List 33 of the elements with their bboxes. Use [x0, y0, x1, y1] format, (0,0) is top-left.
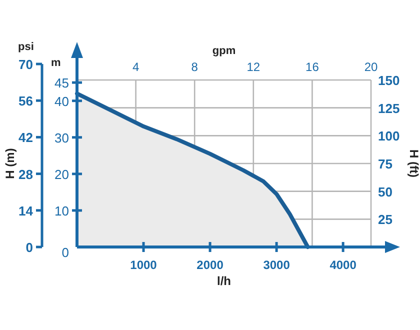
x-tick-label: 4000: [330, 258, 357, 272]
y2-tick-label: 100: [378, 128, 400, 144]
x2-tick-label: 12: [246, 60, 260, 74]
y-axis-title: H (m): [3, 148, 17, 179]
y2-tick-label: 125: [378, 100, 400, 116]
x-axis-title: l/h: [217, 274, 231, 288]
x2-tick-label: 4: [132, 60, 140, 74]
x2-tick-label: 20: [364, 60, 378, 74]
y3-tick-label: 14: [18, 203, 34, 218]
y2-tick-label: 50: [378, 184, 392, 200]
y3-tick-label: 0: [26, 240, 33, 255]
x2-tick-label: 16: [306, 60, 320, 74]
y2-tick-label: 75: [378, 156, 392, 172]
y3-axis-title: psi: [18, 41, 34, 53]
x-tick-label: 2000: [196, 258, 224, 272]
x-tick-label: 1000: [130, 258, 158, 272]
y-tick-label: 40: [54, 94, 69, 109]
y3-tick-label: 42: [18, 130, 33, 146]
y3-tick-label: 70: [18, 57, 33, 72]
y3-tick-label: 28: [18, 166, 33, 182]
text: m: [51, 57, 61, 69]
x-tick-label: 3000: [263, 258, 290, 272]
y-tick-label: 20: [54, 166, 69, 182]
y-tick-label: 30: [54, 130, 69, 146]
y-tick-label: 0: [62, 245, 69, 260]
y2-tick-label: 150: [378, 73, 400, 88]
x2-tick-label: 8: [191, 60, 198, 74]
x2-axis-title: gpm: [212, 45, 236, 57]
y2-tick-label: 25: [378, 212, 392, 228]
y2-axis-title: H (ft): [407, 150, 420, 178]
y3-tick-label: 56: [18, 94, 33, 109]
y-tick-label: 10: [54, 203, 69, 218]
y-tick-label: 45: [54, 76, 69, 91]
